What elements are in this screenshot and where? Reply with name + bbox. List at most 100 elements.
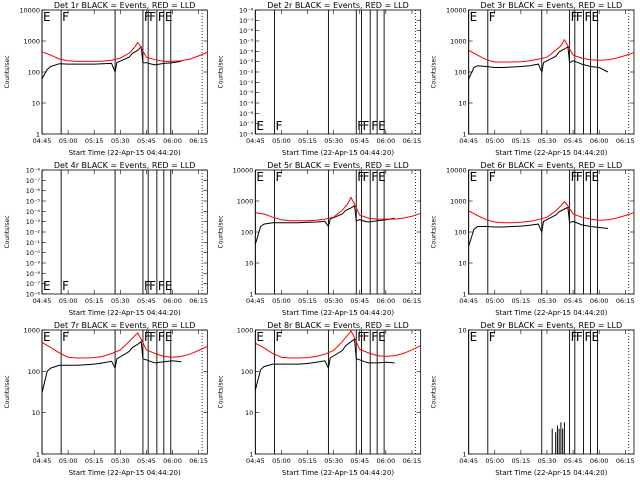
- panel-3: Det 3r BLACK = Events, RED = LLD Start Ti…: [431, 1, 635, 157]
- flag-label: F: [489, 330, 496, 344]
- x-tick-label: 05:45: [564, 457, 583, 465]
- event-rate-line: [468, 45, 609, 80]
- x-tick-label: 06:15: [403, 457, 422, 465]
- x-tick-label: 05:45: [350, 297, 369, 305]
- flag-label: F: [571, 330, 578, 344]
- x-tick-label: 04:45: [459, 457, 478, 465]
- x-tick-label: 05:45: [137, 457, 156, 465]
- x-tick-label: 06:15: [616, 137, 635, 145]
- y-tick-label: 1000: [237, 327, 254, 335]
- flag-label: F: [585, 170, 592, 184]
- y-tick-label: 100: [28, 368, 40, 376]
- y-tick-label: 10000: [233, 167, 254, 175]
- event-rate-line: [41, 340, 182, 394]
- y-tick-label: 10⁻⁵: [239, 38, 254, 46]
- flag-label: E: [591, 170, 599, 184]
- y-axis-label: Counts/sec: [217, 215, 224, 248]
- x-tick-label: 05:30: [324, 137, 343, 145]
- x-tick-label: 06:15: [189, 137, 208, 145]
- x-tick-label: 05:00: [59, 457, 78, 465]
- y-tick-label: 10⁻⁷: [26, 280, 41, 288]
- y-tick-label: 10⁻³: [239, 58, 254, 66]
- flag-label: F: [62, 279, 69, 293]
- x-tick-label: 05:30: [111, 297, 130, 305]
- x-tick-label: 05:30: [324, 457, 343, 465]
- panel-title: Det 4r BLACK = Events, RED = LLD: [54, 161, 196, 170]
- panel-2: Det 2r BLACK = Events, RED = LLD Start Ti…: [217, 1, 421, 157]
- y-tick-label: 100: [28, 69, 40, 77]
- flag-label: E: [591, 330, 599, 344]
- flag-label: E: [470, 330, 478, 344]
- panel-title: Det 9r BLACK = Events, RED = LLD: [481, 321, 623, 330]
- y-tick-label: 10⁻⁸: [239, 110, 254, 118]
- x-tick-label: 05:00: [59, 137, 78, 145]
- x-tick-label: 05:30: [111, 137, 130, 145]
- plot-frame: [254, 9, 422, 135]
- flag-label: F: [158, 330, 165, 344]
- x-tick-label: 05:45: [350, 137, 369, 145]
- y-tick-label: 10⁻⁷: [239, 17, 254, 25]
- flag-label: F: [144, 279, 151, 293]
- y-tick-label: 10: [32, 100, 40, 108]
- y-tick-label: 10⁻⁹: [239, 100, 254, 108]
- flag-label: E: [378, 330, 386, 344]
- x-tick-label: 05:45: [564, 297, 583, 305]
- y-tick-label: 10⁻³: [26, 218, 41, 226]
- x-tick-label: 05:15: [298, 457, 317, 465]
- flag-label: F: [371, 119, 378, 133]
- panel-8: Det 8r BLACK = Events, RED = LLD Start Ti…: [217, 321, 421, 477]
- y-tick-label: 10⁻⁹: [26, 260, 41, 268]
- flag-label: F: [149, 279, 156, 293]
- x-tick-label: 04:45: [33, 297, 52, 305]
- panel-1: Det 1r BLACK = Events, RED = LLD Start Ti…: [4, 1, 208, 157]
- lld-rate-line: [255, 329, 421, 359]
- flag-label: F: [576, 330, 583, 344]
- panel-7: Det 7r BLACK = Events, RED = LLD Start Ti…: [4, 321, 208, 477]
- lld-rate-line: [468, 200, 635, 224]
- y-tick-label: 10⁻⁶: [239, 27, 254, 35]
- x-tick-label: 06:00: [376, 137, 395, 145]
- x-tick-label: 05:15: [298, 297, 317, 305]
- x-tick-label: 06:00: [163, 457, 182, 465]
- y-tick-label: 1: [463, 131, 467, 139]
- x-tick-label: 06:00: [376, 297, 395, 305]
- x-tick-label: 05:00: [485, 297, 504, 305]
- y-tick-label: 10⁻⁶: [26, 291, 41, 299]
- x-tick-label: 05:30: [324, 297, 343, 305]
- x-tick-label: 05:30: [538, 137, 557, 145]
- lld-rate-line: [468, 38, 635, 63]
- x-tick-label: 06:15: [616, 457, 635, 465]
- flag-label: F: [585, 330, 592, 344]
- x-axis-label: Start Time (22-Apr-15 04:44:20): [282, 309, 394, 317]
- x-tick-label: 05:15: [85, 457, 104, 465]
- panel-5: Det 5r BLACK = Events, RED = LLD Start Ti…: [217, 161, 421, 317]
- y-tick-label: 100: [454, 229, 466, 237]
- y-tick-label: 10⁻¹: [26, 239, 41, 247]
- y-axis-label: Counts/sec: [431, 375, 438, 408]
- plot-frame: [468, 329, 635, 455]
- y-axis-label: Counts/sec: [4, 215, 11, 248]
- x-tick-label: 05:30: [111, 457, 130, 465]
- flag-label: E: [165, 330, 173, 344]
- y-tick-label: 10⁻⁴: [26, 208, 41, 216]
- y-tick-label: 10⁻⁸: [239, 7, 254, 15]
- flag-label: E: [43, 10, 51, 24]
- plot-frame: [41, 169, 208, 295]
- y-tick-label: 1000: [23, 38, 40, 46]
- y-tick-label: 1: [463, 451, 467, 459]
- flag-label: E: [43, 330, 51, 344]
- x-tick-label: 05:00: [485, 137, 504, 145]
- flag-label: F: [149, 10, 156, 24]
- x-tick-label: 05:30: [538, 457, 557, 465]
- flag-label: F: [571, 10, 578, 24]
- flag-label: E: [165, 279, 173, 293]
- x-tick-label: 06:15: [189, 297, 208, 305]
- y-tick-label: 10⁻²: [26, 229, 41, 237]
- panel-title: Det 6r BLACK = Events, RED = LLD: [481, 161, 623, 170]
- event-rate-line: [254, 204, 395, 245]
- x-tick-label: 05:45: [137, 137, 156, 145]
- y-tick-label: 10: [245, 260, 253, 268]
- flag-label: F: [149, 330, 156, 344]
- y-tick-label: 1: [36, 131, 40, 139]
